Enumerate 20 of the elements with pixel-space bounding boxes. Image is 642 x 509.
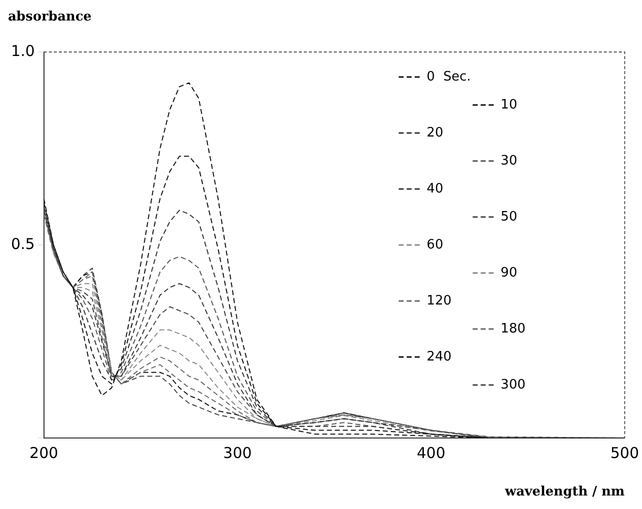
legend-label: 0 Sec. [426, 69, 471, 84]
x-tick-label: 400 [416, 444, 446, 462]
legend-label: 300 [500, 377, 526, 392]
legend-label: 30 [500, 153, 518, 168]
x-tick-label: 300 [223, 444, 252, 462]
legend-label: 90 [500, 265, 518, 280]
legend-label: 180 [500, 321, 526, 336]
y-tick-label: 1.0 [10, 42, 35, 60]
x-tick-label: 200 [30, 444, 58, 462]
x-axis-title: wavelength / nm [504, 484, 625, 500]
legend-label: 120 [426, 293, 452, 308]
legend-label: 60 [426, 237, 444, 252]
legend-label: 50 [500, 209, 518, 224]
legend-label: 240 [426, 349, 452, 364]
x-tick-label: 500 [610, 444, 640, 462]
y-tick-label: 0.5 [10, 234, 35, 253]
legend-label: 10 [500, 97, 518, 112]
legend-label: 40 [426, 181, 444, 196]
y-axis-title: absorbance [8, 9, 92, 24]
legend-label: 20 [426, 125, 444, 140]
